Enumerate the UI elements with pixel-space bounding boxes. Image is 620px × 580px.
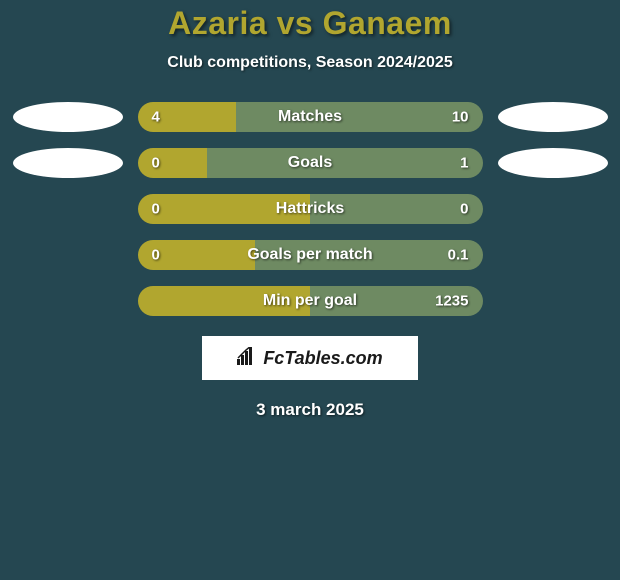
bar-right-segment (236, 102, 482, 132)
right-marker-ellipse (498, 102, 608, 132)
stat-bar-goals: 0 Goals 1 (138, 148, 483, 178)
stat-row: Min per goal 1235 (10, 286, 610, 316)
source-logo: FcTables.com (237, 347, 382, 370)
left-value: 0 (152, 247, 160, 264)
right-value: 10 (452, 109, 469, 126)
bar-right-segment (207, 148, 483, 178)
right-value: 1 (460, 155, 468, 172)
stat-bar-hattricks: 0 Hattricks 0 (138, 194, 483, 224)
stat-label: Goals (288, 154, 332, 172)
stat-bar-mpg: Min per goal 1235 (138, 286, 483, 316)
left-marker-ellipse (13, 148, 123, 178)
stat-row: 0 Goals 1 (10, 148, 610, 178)
stat-row: 0 Hattricks 0 (10, 194, 610, 224)
left-value: 0 (152, 155, 160, 172)
left-value: 0 (152, 201, 160, 218)
stat-bar-gpm: 0 Goals per match 0.1 (138, 240, 483, 270)
left-marker-ellipse (13, 102, 123, 132)
stat-label: Matches (278, 108, 342, 126)
logo-text: FcTables.com (263, 348, 382, 369)
comparison-chart: Azaria vs Ganaem Club competitions, Seas… (0, 0, 620, 580)
chart-date: 3 march 2025 (0, 400, 620, 420)
right-value: 0 (460, 201, 468, 218)
stat-row: 4 Matches 10 (10, 102, 610, 132)
chart-title: Azaria vs Ganaem (0, 5, 620, 42)
stat-label: Min per goal (263, 292, 357, 310)
bar-chart-icon (237, 347, 259, 370)
stat-bar-matches: 4 Matches 10 (138, 102, 483, 132)
stat-row: 0 Goals per match 0.1 (10, 240, 610, 270)
source-logo-box: FcTables.com (202, 336, 418, 380)
stat-label: Goals per match (247, 246, 372, 264)
right-marker-ellipse (498, 148, 608, 178)
stat-label: Hattricks (276, 200, 344, 218)
bars-area: 4 Matches 10 0 Goals 1 0 Hattr (0, 102, 620, 316)
bar-left-segment (138, 148, 207, 178)
right-value: 1235 (435, 293, 468, 310)
chart-subtitle: Club competitions, Season 2024/2025 (0, 54, 620, 72)
left-value: 4 (152, 109, 160, 126)
right-value: 0.1 (448, 247, 469, 264)
